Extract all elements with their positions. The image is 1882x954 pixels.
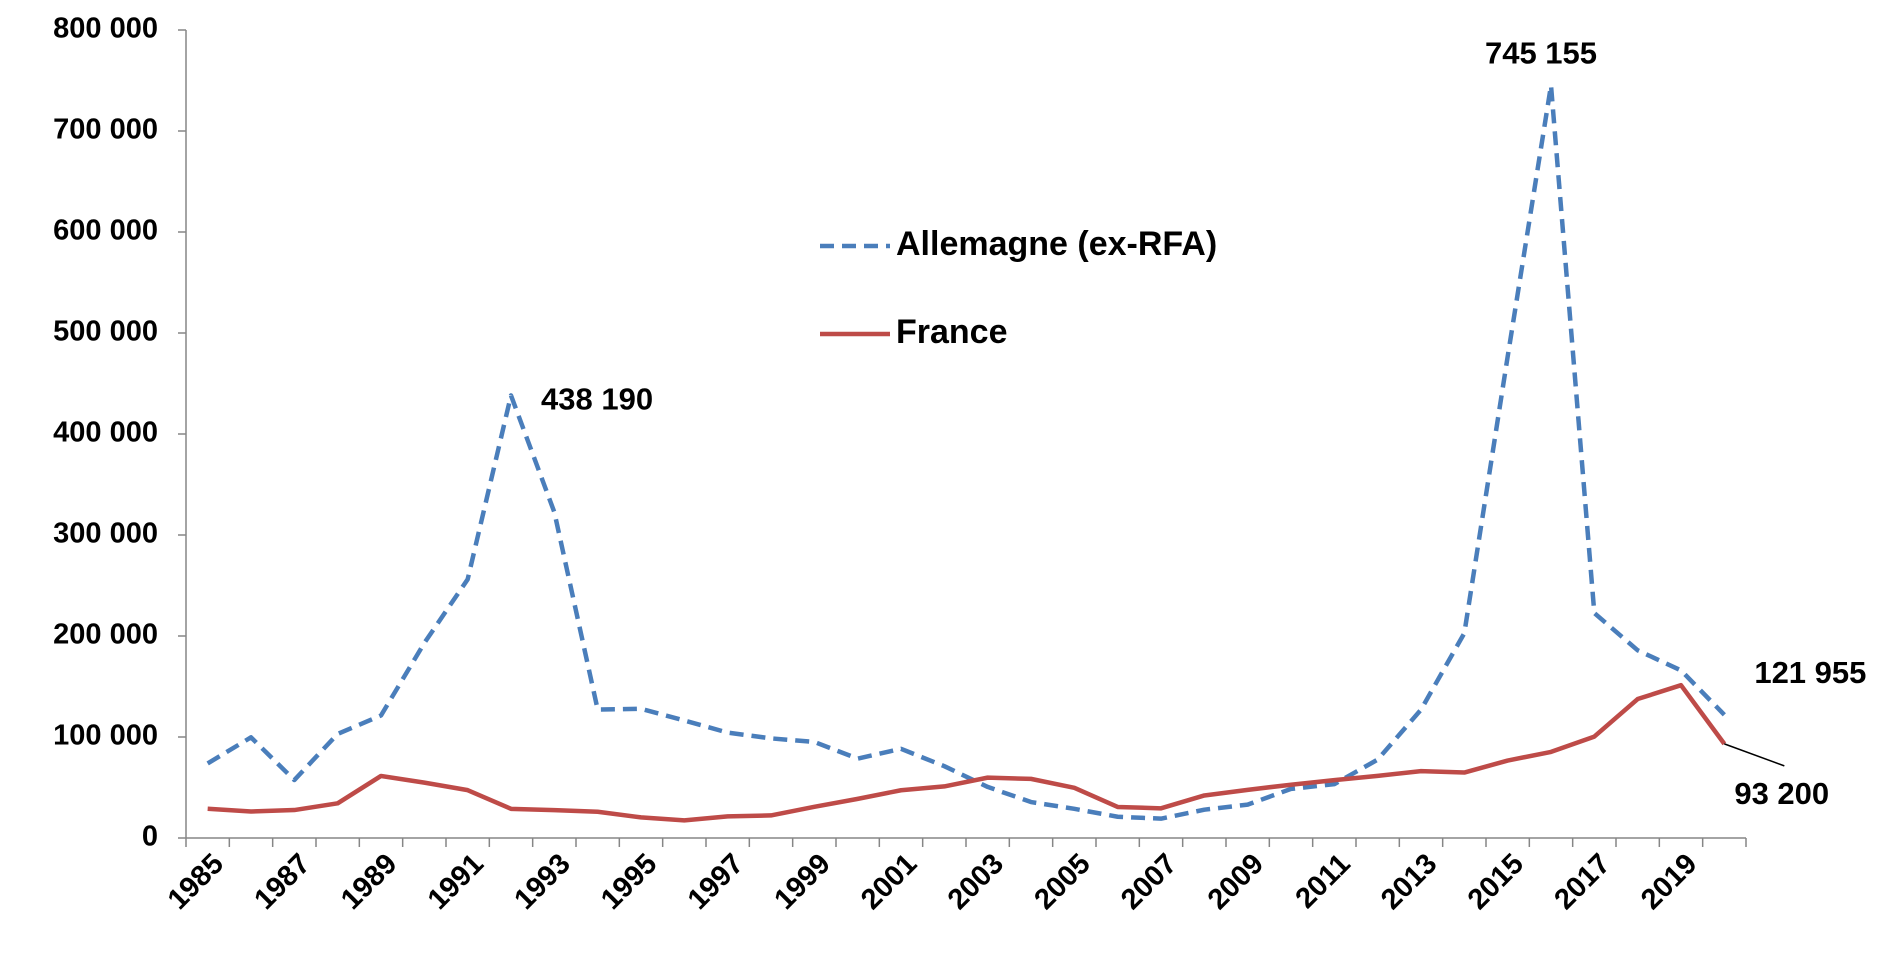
y-tick-label: 700 000 [53,114,158,146]
legend-label: Allemagne (ex-RFA) [896,225,1217,263]
data-label: 438 190 [541,382,653,417]
legend-label: France [896,313,1008,351]
x-tick-label: 1991 [422,848,490,916]
x-tick-label: 1993 [508,848,576,916]
line-series [207,682,1727,823]
x-tick-label: 2015 [1462,848,1530,916]
y-tick-label: 300 000 [53,518,158,550]
x-tick-label: 1999 [768,848,836,916]
x-tick-label: 2019 [1635,848,1703,916]
line-series [206,83,1726,821]
y-tick-label: 400 000 [53,417,158,449]
x-tick-label: 2001 [855,848,923,916]
x-tick-label: 1997 [682,848,750,916]
y-tick-label: 200 000 [53,619,158,651]
x-tick-label: 1985 [162,848,230,916]
leader-line [1724,743,1785,767]
y-tick-label: 500 000 [53,316,158,348]
data-label: 121 955 [1754,655,1866,690]
x-tick-label: 1987 [248,848,316,916]
x-tick-label: 2009 [1202,848,1270,916]
y-tick-label: 100 000 [53,720,158,752]
x-tick-label: 2011 [1290,848,1357,915]
x-tick-label: 1989 [335,848,403,916]
x-tick-label: 2005 [1028,848,1096,916]
x-tick-label: 2007 [1115,848,1183,916]
x-tick-label: 2003 [942,848,1010,916]
y-tick-label: 0 [142,821,158,853]
y-tick-label: 800 000 [53,13,158,45]
data-label: 93 200 [1734,776,1829,811]
x-tick-label: 1995 [595,848,663,916]
data-label: 745 155 [1485,36,1597,71]
x-tick-label: 2013 [1375,848,1443,916]
x-tick-label: 2017 [1548,848,1616,916]
y-tick-label: 600 000 [53,215,158,247]
